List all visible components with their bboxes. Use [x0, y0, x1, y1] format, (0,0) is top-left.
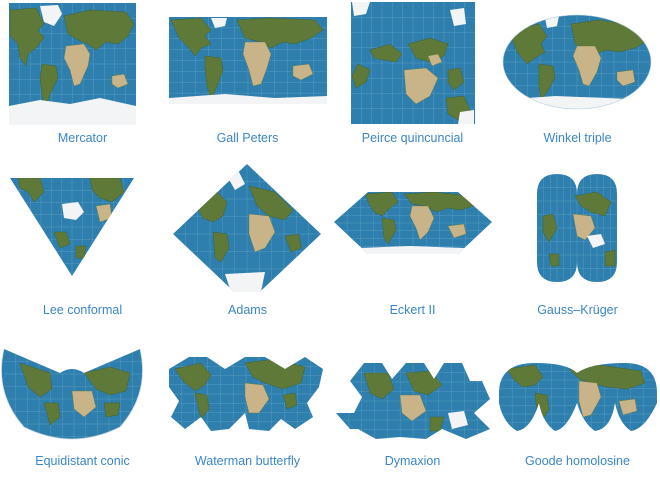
projection-label[interactable]: Waterman butterfly — [194, 454, 301, 468]
projection-card-winkel-triple[interactable]: Winkel triple — [495, 0, 660, 155]
projection-card-waterman-butterfly[interactable]: Waterman butterfly — [165, 333, 330, 488]
projection-label[interactable]: Gauss–Krüger — [537, 303, 618, 317]
lee-conformal-map-thumbnail — [10, 178, 134, 276]
projection-card-lee-conformal[interactable]: Lee conformal — [0, 162, 165, 317]
mercator-map-thumbnail — [9, 3, 136, 125]
adams-map-thumbnail — [173, 164, 321, 292]
equidistant-conic-map-thumbnail — [1, 348, 143, 440]
projection-card-mercator[interactable]: Mercator — [0, 0, 165, 155]
projection-card-eckert-ii[interactable]: Eckert II — [330, 162, 495, 317]
projection-label[interactable]: Mercator — [57, 131, 108, 145]
projection-label[interactable]: Equidistant conic — [35, 454, 130, 468]
projection-label[interactable]: Gall Peters — [216, 131, 279, 145]
waterman-butterfly-map-thumbnail — [169, 357, 323, 431]
projection-card-equidistant-conic[interactable]: Equidistant conic — [0, 333, 165, 488]
gauss-kruger-map-thumbnail — [537, 174, 617, 282]
goode-homolosine-map-thumbnail — [499, 363, 657, 431]
eckert-ii-map-thumbnail — [334, 192, 492, 254]
projection-card-gall-peters[interactable]: Gall Peters — [165, 0, 330, 155]
projection-card-adams[interactable]: Adams — [165, 162, 330, 317]
gall-peters-map-thumbnail — [169, 17, 327, 104]
projection-label[interactable]: Adams — [228, 303, 267, 317]
projection-label[interactable]: Eckert II — [389, 303, 436, 317]
projection-label[interactable]: Dymaxion — [384, 454, 441, 468]
projection-gallery: Mercator Gall Peters — [0, 0, 660, 468]
projection-label[interactable]: Winkel triple — [543, 131, 612, 145]
winkel-triple-map-thumbnail — [502, 14, 652, 110]
projection-label[interactable]: Lee conformal — [42, 303, 123, 317]
dymaxion-map-thumbnail — [336, 363, 490, 439]
peirce-quincuncial-map-thumbnail — [351, 2, 475, 124]
projection-label[interactable]: Goode homolosine — [525, 454, 630, 468]
projection-card-peirce-quincuncial[interactable]: Peirce quincuncial — [330, 0, 495, 155]
projection-card-dymaxion[interactable]: Dymaxion — [330, 333, 495, 488]
projection-label[interactable]: Peirce quincuncial — [361, 131, 464, 145]
projection-card-goode-homolosine[interactable]: Goode homolosine — [495, 333, 660, 488]
projection-card-gauss-kruger[interactable]: Gauss–Krüger — [495, 162, 660, 317]
